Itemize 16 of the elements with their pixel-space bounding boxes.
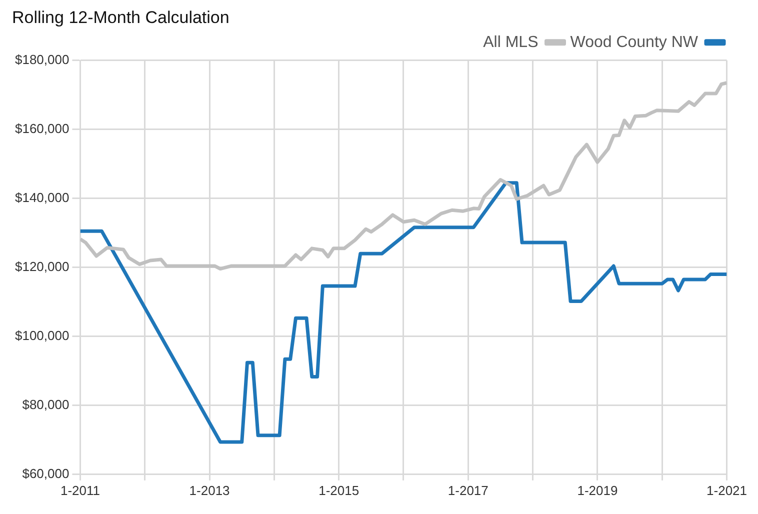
y-tick-label: $120,000 — [14, 258, 70, 274]
y-tick-label: $80,000 — [22, 396, 70, 412]
x-tick-label: 1-2021 — [706, 482, 748, 498]
x-tick-label: 1-2019 — [577, 482, 618, 498]
y-tick-label: $160,000 — [14, 120, 70, 136]
x-tick-label: 1-2011 — [60, 482, 100, 498]
y-tick-label: $60,000 — [22, 466, 70, 481]
y-tick-label: $140,000 — [14, 190, 70, 205]
x-tick-label: 1-2013 — [189, 482, 230, 498]
x-tick-label: 1-2017 — [448, 482, 488, 498]
y-tick-label: $180,000 — [14, 52, 70, 67]
legend-label: All MLS — [483, 34, 538, 51]
x-tick-label: 1-2015 — [318, 482, 360, 498]
chart-title: Rolling 12-Month Calculation — [12, 8, 230, 27]
y-tick-label: $100,000 — [14, 328, 70, 343]
legend-label: Wood County NW — [570, 34, 699, 51]
